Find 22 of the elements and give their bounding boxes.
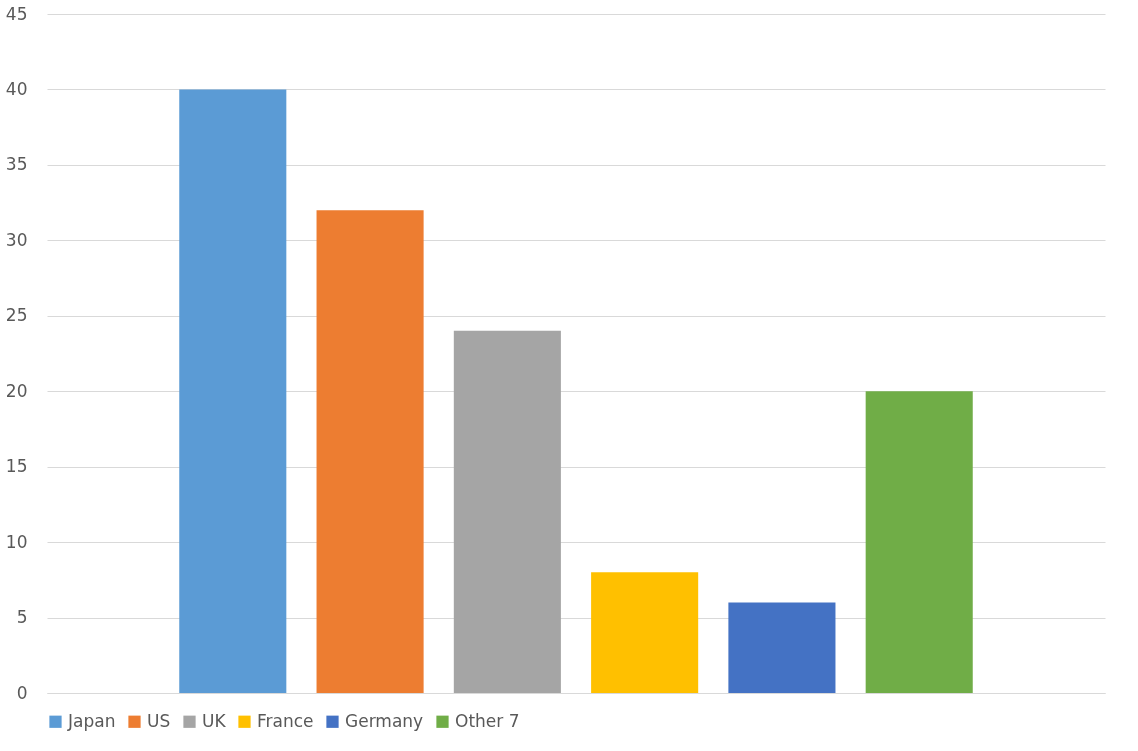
legend-label: US bbox=[147, 710, 171, 731]
y-tick-label: 25 bbox=[5, 305, 28, 326]
bar bbox=[865, 391, 973, 693]
y-tick-label: 30 bbox=[5, 229, 28, 250]
legend-label: UK bbox=[202, 710, 227, 731]
legend-label: France bbox=[257, 710, 314, 731]
y-tick-label: 35 bbox=[5, 154, 28, 175]
legend-label: Japan bbox=[67, 710, 116, 731]
y-tick-label: 15 bbox=[5, 456, 28, 477]
y-tick-label: 45 bbox=[5, 3, 28, 24]
legend-label: Germany bbox=[345, 710, 424, 731]
legend-label: Other 7 bbox=[455, 710, 520, 731]
y-tick-label: 10 bbox=[5, 531, 28, 552]
bar bbox=[179, 89, 287, 693]
y-tick-label: 5 bbox=[16, 607, 28, 628]
y-tick-label: 20 bbox=[5, 380, 28, 401]
y-tick-label: 40 bbox=[5, 78, 28, 99]
bar bbox=[316, 210, 424, 693]
bar bbox=[591, 572, 699, 693]
y-tick-label: 0 bbox=[16, 682, 28, 703]
bar bbox=[453, 330, 561, 693]
bar bbox=[728, 602, 836, 693]
